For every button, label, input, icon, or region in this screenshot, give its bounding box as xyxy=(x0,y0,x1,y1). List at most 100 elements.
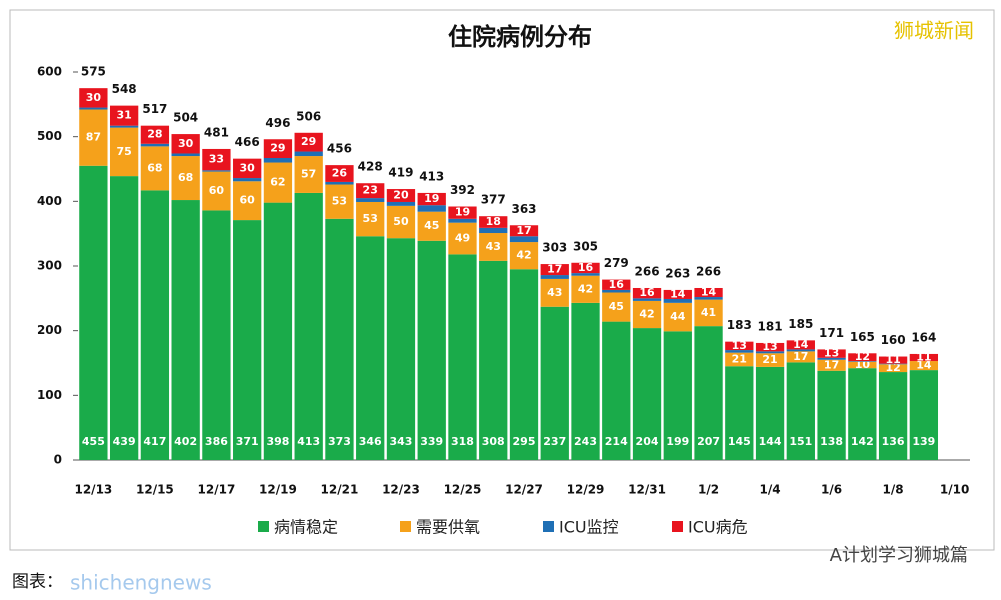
segment-label: 17 xyxy=(824,358,839,371)
bar-segment xyxy=(571,262,600,274)
bar-segment xyxy=(109,125,139,128)
segment-label: 295 xyxy=(513,435,536,448)
segment-label: 53 xyxy=(332,195,347,208)
segment-label: 29 xyxy=(270,142,285,155)
segment-label: 16 xyxy=(578,261,594,274)
bar-segment xyxy=(602,279,631,290)
segment-label: 19 xyxy=(424,192,439,205)
total-label: 266 xyxy=(635,264,660,278)
bar-segment xyxy=(109,176,139,460)
bar-segment xyxy=(202,171,231,211)
segment-label: 30 xyxy=(178,137,194,150)
total-label: 517 xyxy=(142,102,167,116)
bar-segment xyxy=(448,254,477,460)
bar-segment xyxy=(725,350,754,353)
bar-segment xyxy=(202,148,231,171)
bar-segment xyxy=(356,236,385,460)
segment-label: 402 xyxy=(174,435,197,448)
y-tick-label: 500 xyxy=(37,129,62,143)
bar-segment xyxy=(509,269,539,460)
bar-segment xyxy=(233,158,262,179)
segment-label: 21 xyxy=(762,353,777,366)
segment-label: 53 xyxy=(363,212,378,225)
segment-label: 17 xyxy=(516,224,531,237)
segment-label: 13 xyxy=(824,347,839,360)
bar-segment xyxy=(386,205,416,239)
footer-watermark: shichengnews xyxy=(70,571,212,595)
bar-segment xyxy=(263,139,293,159)
segment-label: 21 xyxy=(732,352,747,365)
bar-segment xyxy=(171,153,200,157)
bar-segment xyxy=(171,200,200,461)
bar-segment xyxy=(79,109,108,166)
segment-label: 439 xyxy=(113,435,136,448)
bar-segment xyxy=(817,349,846,358)
segment-label: 30 xyxy=(240,161,256,174)
legend-label: 病情稳定 xyxy=(274,518,338,537)
bar-segment xyxy=(294,151,323,157)
legend-swatch xyxy=(258,521,269,532)
legend-label: 需要供氧 xyxy=(416,518,480,537)
bar-segment xyxy=(386,238,416,460)
total-label: 305 xyxy=(573,239,598,253)
bar-segment xyxy=(909,370,939,460)
bar-segment xyxy=(233,178,262,182)
segment-label: 68 xyxy=(147,161,162,174)
bar-segment xyxy=(878,372,908,460)
bar-segment xyxy=(755,342,785,352)
bar-segment xyxy=(325,218,354,460)
legend-swatch xyxy=(543,521,554,532)
total-label: 496 xyxy=(265,116,290,130)
x-tick-label: 1/4 xyxy=(760,483,781,497)
segment-label: 398 xyxy=(266,435,289,448)
bar-segment xyxy=(140,125,170,144)
bar-segment xyxy=(540,278,569,307)
y-tick-label: 200 xyxy=(37,323,62,337)
total-label: 481 xyxy=(204,125,229,139)
segment-label: 243 xyxy=(574,435,597,448)
bar-segment xyxy=(909,361,939,371)
segment-label: 214 xyxy=(605,435,628,448)
total-label: 377 xyxy=(481,193,506,207)
bar-segment xyxy=(909,353,939,362)
segment-label: 14 xyxy=(916,359,932,372)
segment-label: 417 xyxy=(143,435,166,448)
x-tick-label: 12/23 xyxy=(382,483,420,497)
bar-segment xyxy=(417,211,446,241)
x-tick-label: 12/15 xyxy=(136,483,174,497)
bar-segment xyxy=(171,134,200,154)
segment-label: 42 xyxy=(639,308,654,321)
bar-segment xyxy=(694,297,723,300)
bar-segment xyxy=(786,349,815,352)
bar-segment xyxy=(79,165,108,460)
bar-segment xyxy=(571,275,600,303)
bar-segment xyxy=(509,236,539,243)
bar-segment xyxy=(663,289,692,299)
segment-label: 57 xyxy=(301,167,316,180)
bar-segment xyxy=(602,292,631,322)
segment-label: 14 xyxy=(793,338,809,351)
bar-segment xyxy=(356,198,385,202)
bar-segment xyxy=(632,300,662,329)
segment-label: 16 xyxy=(609,278,625,291)
segment-label: 30 xyxy=(86,91,102,104)
total-label: 548 xyxy=(112,82,137,96)
watermark: 狮城新闻 xyxy=(894,19,974,43)
bar-segment xyxy=(878,363,908,365)
bar-segment xyxy=(417,192,446,206)
bar-segment xyxy=(848,361,877,362)
bar-segment xyxy=(140,190,170,460)
segment-label: 31 xyxy=(116,109,131,122)
bar-segment xyxy=(79,107,108,110)
total-label: 160 xyxy=(881,333,906,347)
bar-segment xyxy=(694,299,723,327)
total-label: 165 xyxy=(850,330,875,344)
bar-segment xyxy=(325,184,354,219)
bar-segment xyxy=(448,218,477,223)
bar-segment xyxy=(540,306,569,460)
bar-segment xyxy=(755,351,785,354)
bar-segment xyxy=(848,353,877,362)
bar-segment xyxy=(694,326,723,460)
